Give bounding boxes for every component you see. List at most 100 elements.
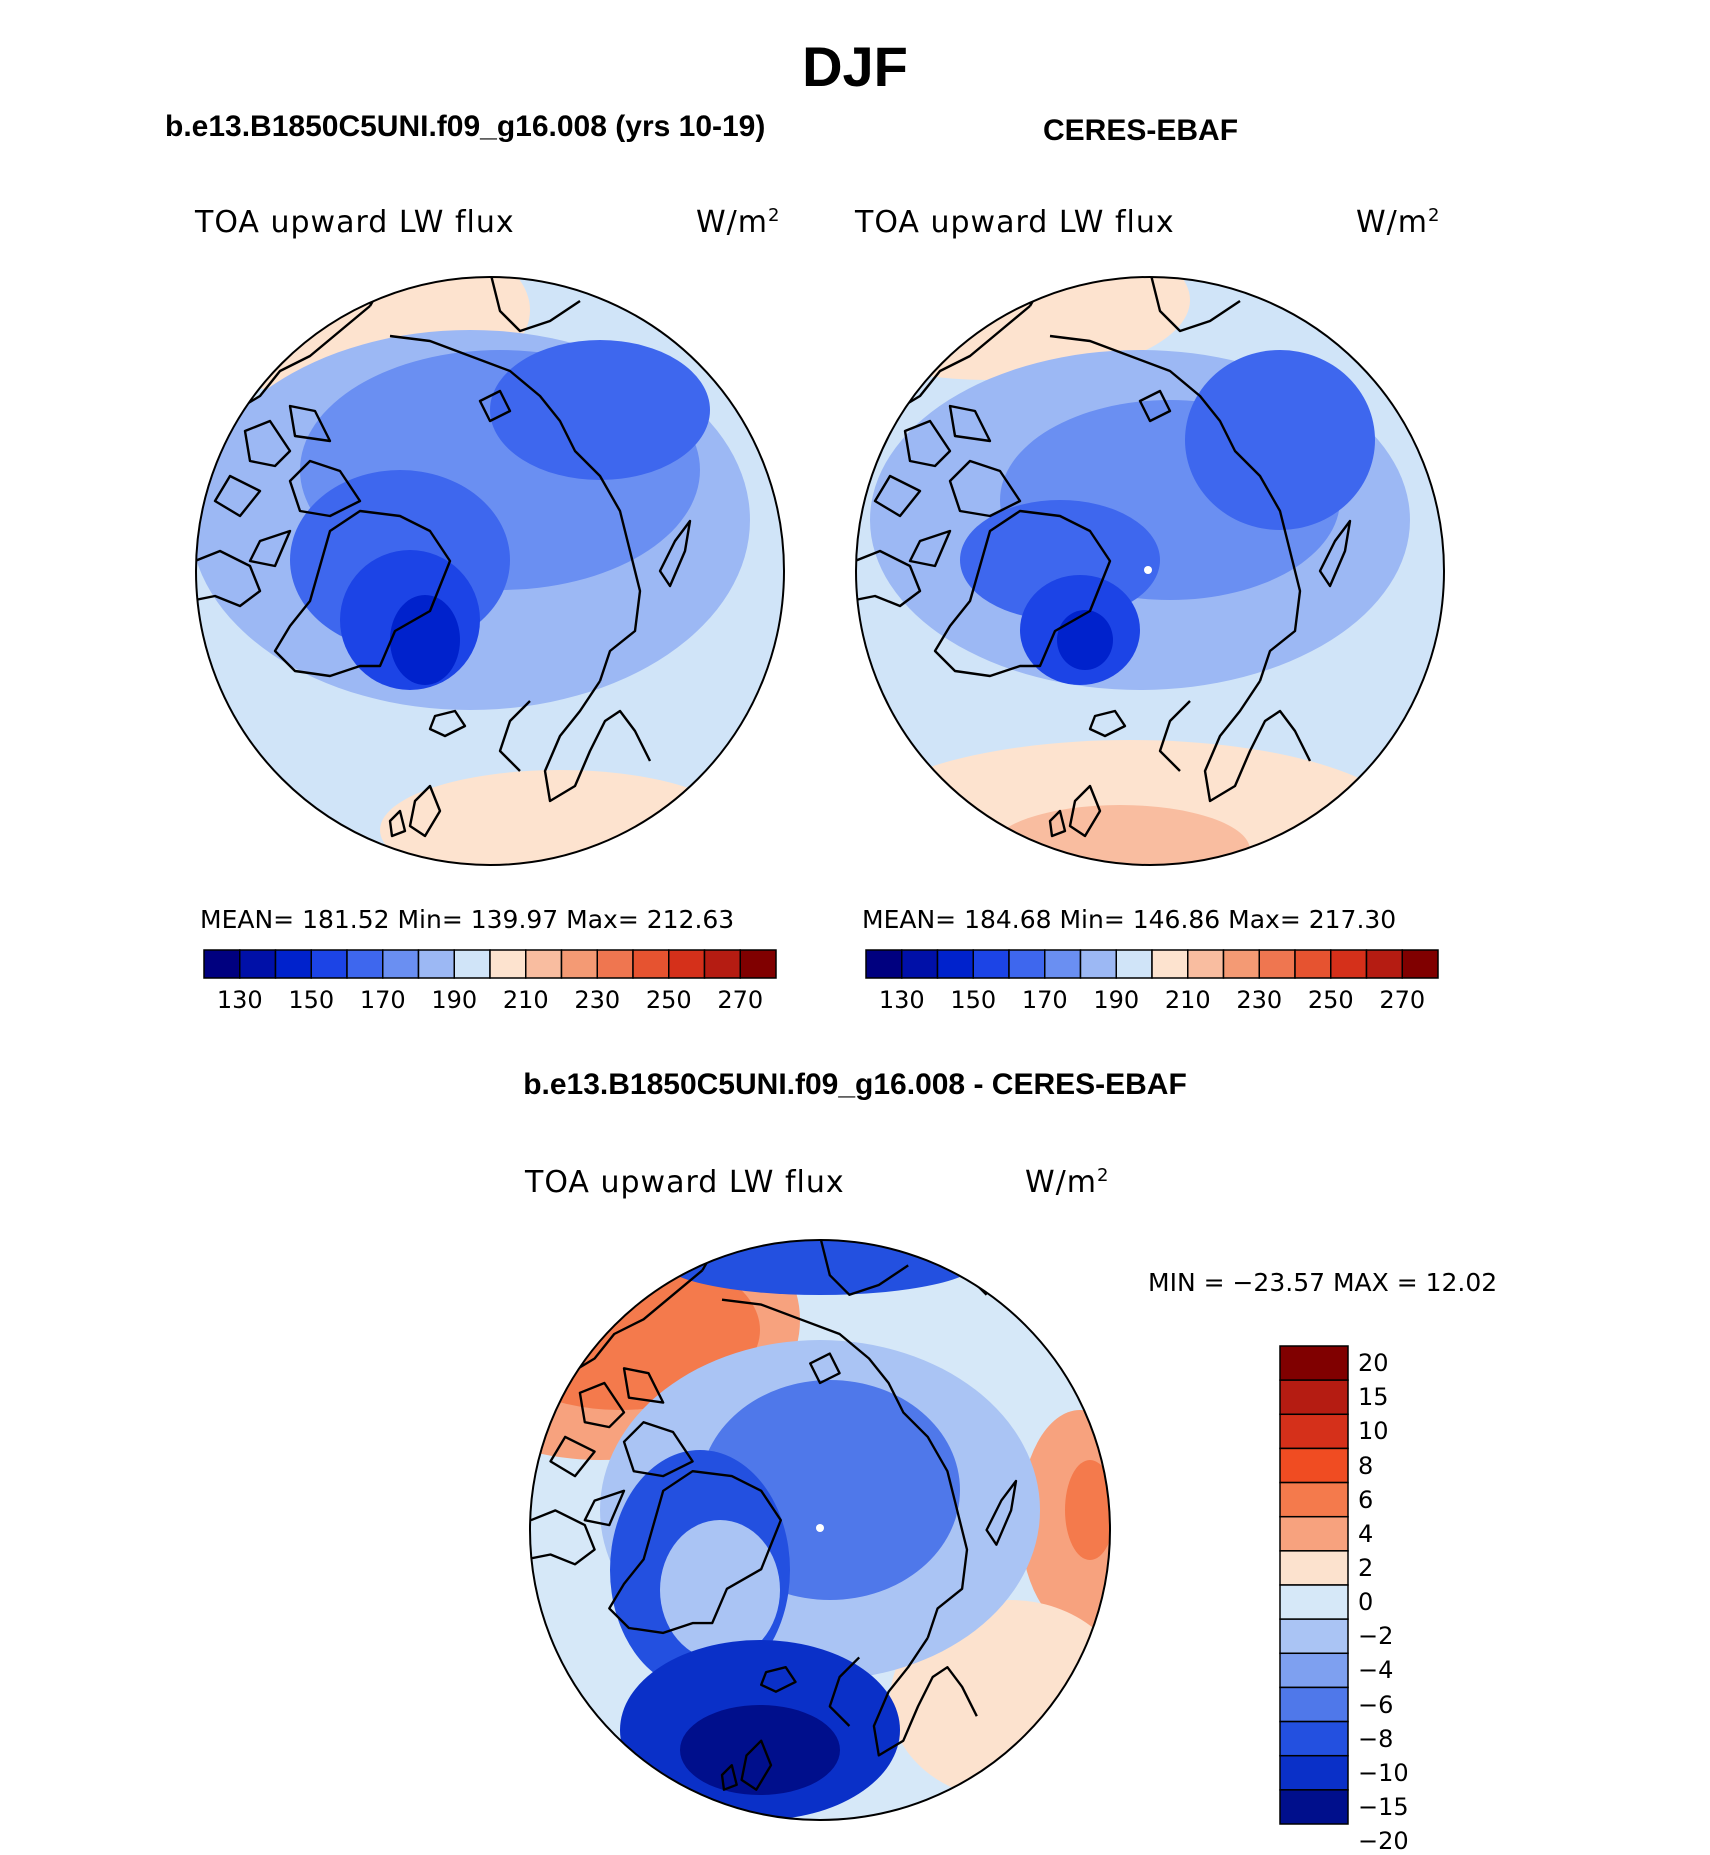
model-colorbar-box	[489, 949, 527, 979]
model-colorbar-box	[560, 949, 598, 979]
diff-colorbar-box	[1279, 1345, 1349, 1381]
diff-colorbar-tick-label: 6	[1358, 1485, 1374, 1514]
model-colorbar-box	[203, 949, 241, 979]
obs-colorbar-tick-label: 250	[1307, 986, 1354, 1014]
obs-map-border	[855, 276, 1445, 866]
diff-colorbar-tick-label: 4	[1358, 1519, 1374, 1548]
diff-colorbar-tick-label: −20	[1358, 1827, 1409, 1855]
model-colorbar-box	[668, 949, 706, 979]
obs-colorbar-tick-label: 150	[950, 986, 997, 1014]
model-colorbar-tick-label: 150	[288, 986, 335, 1014]
model-colorbar-box	[239, 949, 277, 979]
diff-colorbar-box	[1279, 1481, 1349, 1518]
diff-colorbar	[1279, 1345, 1349, 1825]
obs-stats: MEAN= 184.68 Min= 146.86 Max= 217.30	[862, 905, 1397, 934]
model-colorbar-tick-label: 170	[359, 986, 406, 1014]
model-case-title: b.e13.B1850C5UNI.f09_g16.008 (yrs 10-19)	[165, 110, 766, 143]
diff-colorbar-box	[1279, 1515, 1349, 1552]
diff-field-label: TOA upward LW flux	[525, 1165, 845, 1200]
diff-units: W/m2	[1025, 1165, 1110, 1200]
model-colorbar-box	[525, 949, 563, 979]
obs-colorbar-box	[1187, 949, 1225, 979]
model-colorbar	[203, 949, 777, 979]
model-colorbar-box	[274, 949, 312, 979]
model-map-border	[195, 276, 785, 866]
obs-field-label: TOA upward LW flux	[855, 205, 1175, 240]
model-map	[196, 277, 784, 865]
diff-colorbar-tick-label: 10	[1358, 1417, 1389, 1446]
obs-colorbar-box	[1115, 949, 1153, 979]
diff-colorbar-tick-label: −4	[1358, 1656, 1394, 1685]
obs-units: W/m2	[1356, 205, 1441, 240]
obs-colorbar-box	[1044, 949, 1082, 979]
diff-colorbar-tick-label: −15	[1358, 1792, 1409, 1821]
diff-colorbar-box	[1279, 1618, 1349, 1655]
diff-colorbar-box	[1279, 1379, 1349, 1416]
model-colorbar-box	[739, 949, 777, 979]
diff-colorbar-box	[1279, 1550, 1349, 1586]
model-colorbar-tick-label: 250	[645, 986, 692, 1014]
diff-colorbar-tick-label: −8	[1358, 1724, 1394, 1753]
diff-colorbar-tick-label: 20	[1358, 1349, 1389, 1378]
model-field-label: TOA upward LW flux	[195, 205, 515, 240]
model-colorbar-box	[417, 949, 455, 979]
obs-colorbar-tick-label: 270	[1379, 986, 1426, 1014]
diff-colorbar-tick-label: −10	[1358, 1758, 1409, 1787]
model-colorbar-tick-label: 130	[216, 986, 263, 1014]
obs-colorbar-tick-label: 210	[1164, 986, 1211, 1014]
diff-colorbar-box	[1279, 1754, 1349, 1791]
obs-colorbar-box	[1330, 949, 1368, 979]
model-colorbar-box	[703, 949, 741, 979]
model-colorbar-box	[310, 949, 348, 979]
diff-colorbar-box	[1279, 1789, 1349, 1825]
diff-colorbar-box	[1279, 1447, 1349, 1484]
diff-colorbar-tick-label: −6	[1358, 1690, 1394, 1719]
diff-colorbar-tick-label: −2	[1358, 1622, 1394, 1651]
main-title: DJF	[802, 35, 908, 98]
diff-map-border	[529, 1239, 1111, 1821]
diff-pole-marker	[816, 1524, 824, 1532]
obs-colorbar-box	[1008, 949, 1046, 979]
model-colorbar-box	[382, 949, 420, 979]
obs-case-title: CERES-EBAF	[1043, 114, 1239, 147]
obs-colorbar-box	[901, 949, 939, 979]
obs-colorbar-box	[1258, 949, 1296, 979]
diff-colorbar-box	[1279, 1652, 1349, 1689]
obs-colorbar	[865, 949, 1439, 979]
obs-colorbar-tick-label: 190	[1093, 986, 1140, 1014]
model-stats: MEAN= 181.52 Min= 139.97 Max= 212.63	[200, 905, 735, 934]
obs-colorbar-box	[1222, 949, 1260, 979]
model-colorbar-box	[346, 949, 384, 979]
model-colorbar-tick-label: 210	[502, 986, 549, 1014]
diff-title: b.e13.B1850C5UNI.f09_g16.008 - CERES-EBA…	[523, 1068, 1187, 1101]
obs-colorbar-box	[1079, 949, 1117, 979]
diff-colorbar-tick-label: 15	[1358, 1383, 1389, 1412]
diff-colorbar-box	[1279, 1584, 1349, 1620]
diff-colorbar-box	[1279, 1413, 1349, 1450]
obs-colorbar-box	[972, 949, 1010, 979]
diff-map	[530, 1240, 1110, 1820]
model-colorbar-tick-label: 230	[574, 986, 621, 1014]
model-colorbar-tick-label: 270	[717, 986, 764, 1014]
obs-colorbar-box	[865, 949, 903, 979]
obs-colorbar-tick-label: 230	[1236, 986, 1283, 1014]
diff-colorbar-tick-label: 0	[1358, 1588, 1374, 1617]
obs-pole-marker	[1144, 566, 1152, 574]
obs-colorbar-box	[1151, 949, 1189, 979]
diff-colorbar-box	[1279, 1720, 1349, 1757]
obs-colorbar-box	[1294, 949, 1332, 979]
model-colorbar-box	[632, 949, 670, 979]
obs-colorbar-tick-label: 170	[1021, 986, 1068, 1014]
diff-colorbar-tick-label: 2	[1358, 1553, 1374, 1582]
obs-colorbar-box	[1365, 949, 1403, 979]
diff-colorbar-box	[1279, 1686, 1349, 1723]
model-units: W/m2	[696, 205, 781, 240]
obs-map	[856, 277, 1444, 865]
diff-colorbar-tick-label: 8	[1358, 1451, 1374, 1480]
model-colorbar-box	[596, 949, 634, 979]
obs-colorbar-box	[1401, 949, 1439, 979]
diff-minmax: MIN = −23.57 MAX = 12.02	[1148, 1268, 1498, 1297]
obs-colorbar-tick-label: 130	[878, 986, 925, 1014]
model-colorbar-tick-label: 190	[431, 986, 478, 1014]
